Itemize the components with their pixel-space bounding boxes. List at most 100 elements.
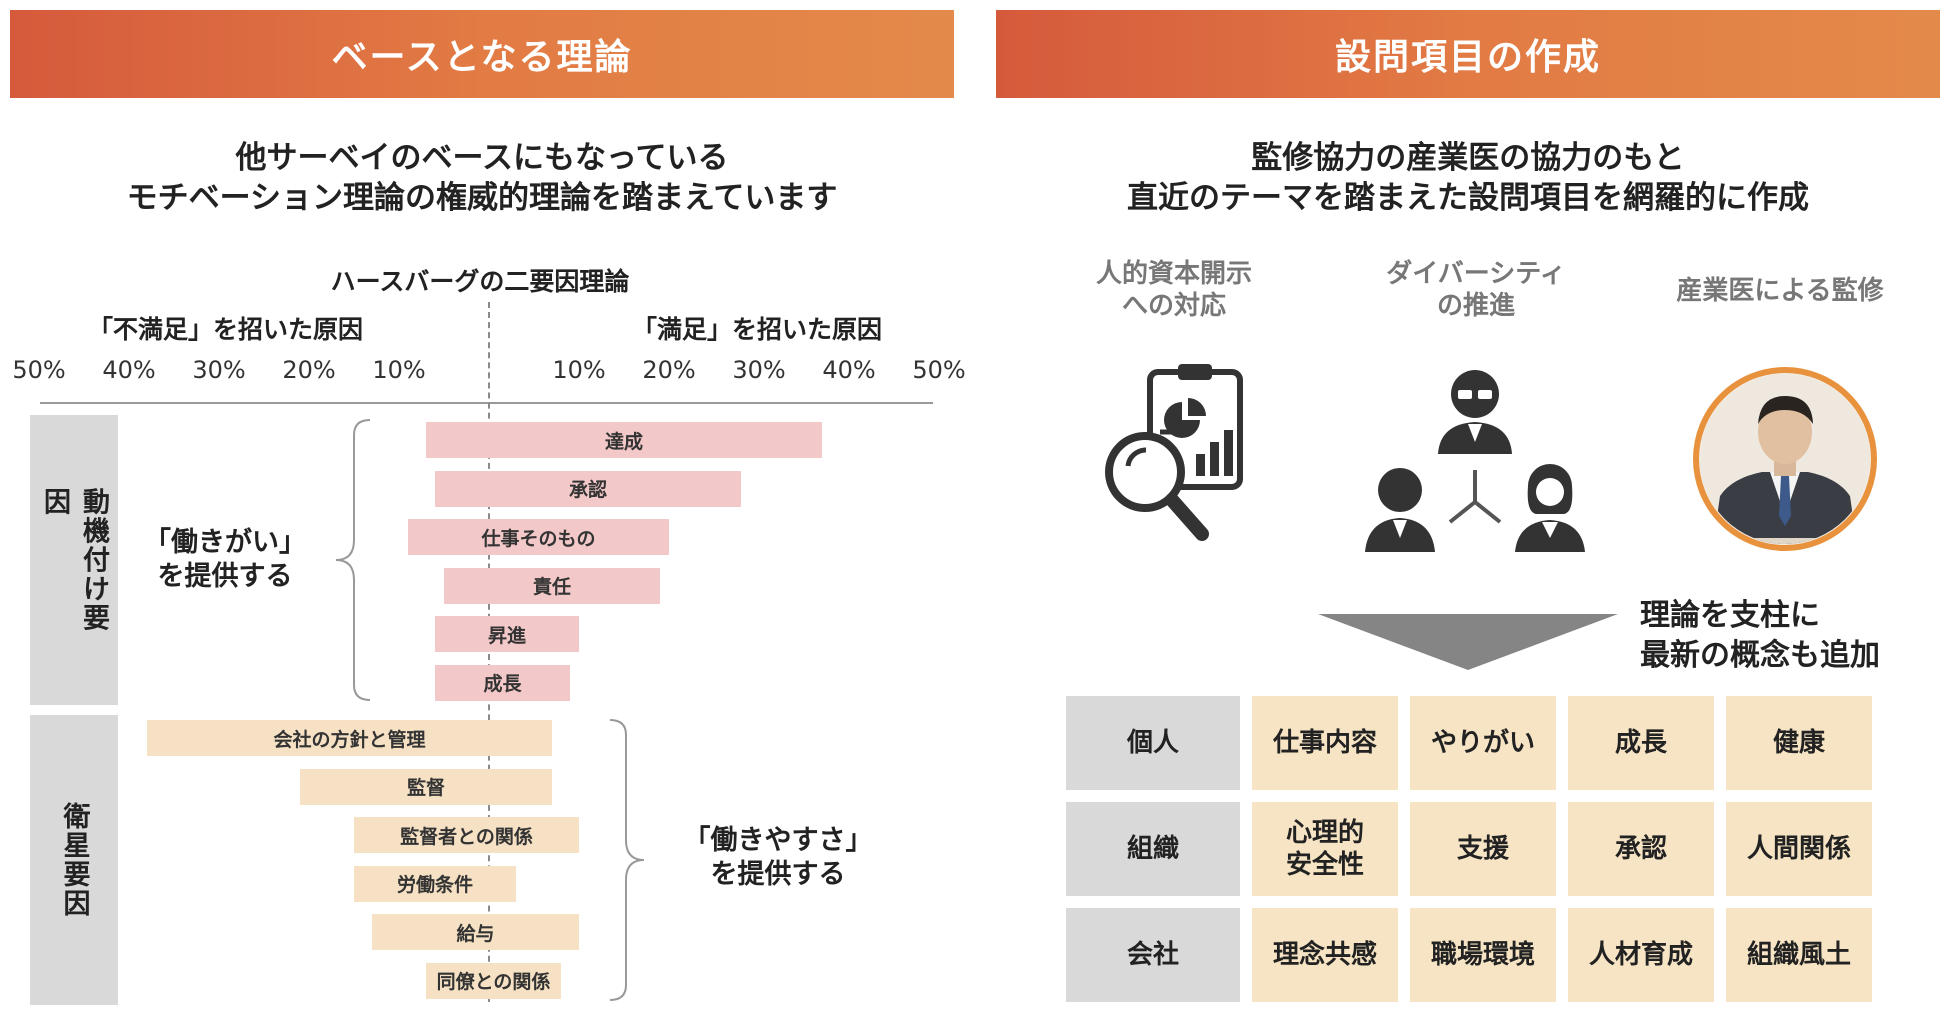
grid-cell-label: 人材育成 (1588, 940, 1693, 970)
chart-bar: 労働条件 (354, 865, 516, 902)
motivators-caption: 「働きがい」 を提供する (130, 526, 320, 594)
grid-cell-label: 個人 (1126, 728, 1179, 758)
grid-cell-label: 組織 (1126, 834, 1179, 864)
hygiene-block: 衛星要因 (30, 715, 118, 1005)
chart-bar: 仕事そのもの (408, 519, 669, 555)
grid-row-header: 会社 (1066, 908, 1240, 1002)
right-axis-title: 「満足」を招いた原因 (632, 315, 883, 344)
chart-bar: 同僚との関係 (426, 962, 561, 999)
grid-item: 人間関係 (1726, 802, 1872, 896)
x-tick-label: 10% (372, 356, 426, 384)
x-tick-label: 50% (12, 356, 66, 384)
theory-note-line1: 理論を支柱に (1640, 598, 1820, 633)
motivators-brace (335, 419, 371, 701)
grid-item: 支援 (1410, 802, 1556, 896)
chart-bar: 監督者との関係 (354, 817, 579, 853)
hygiene-brace (609, 719, 645, 1001)
bar-label: 労働条件 (396, 874, 473, 896)
grid-item: 人材育成 (1568, 908, 1714, 1002)
chart-bar: 成長 (435, 664, 570, 701)
left-banner-title: ベースとなる理論 (331, 37, 633, 78)
left-axis-title: 「不満足」を招いた原因 (88, 315, 364, 344)
grid-item: 組織風土 (1726, 908, 1872, 1002)
bar-label: 仕事そのもの (481, 527, 596, 550)
bar-label: 給与 (456, 922, 495, 945)
chart-title: ハースバーグの二要因理論 (330, 267, 630, 296)
bar-label: 昇進 (487, 624, 526, 647)
grid-item: やりがい (1410, 696, 1556, 790)
grid-item: 成長 (1568, 696, 1714, 790)
grid-item: 心理的 安全性 (1252, 802, 1398, 896)
grid-row-header: 個人 (1066, 696, 1240, 790)
bar-label: 達成 (604, 430, 643, 453)
bar-label: 監督 (406, 777, 445, 799)
theory-note: 理論を支柱に 最新の概念も追加 (1640, 596, 1880, 676)
grid-cell-label: 職場環境 (1430, 940, 1535, 970)
right-subtitle-line2: 直近のテーマを踏まえた設問項目を網羅的に作成 (1127, 180, 1809, 216)
chart-bar: 承認 (435, 470, 741, 507)
grid-cell-label: 心理的 安全性 (1285, 818, 1364, 880)
motivators-label: 動機付け要因 (39, 487, 109, 633)
motivators-caption-line2: を提供する (157, 561, 293, 592)
left-subtitle-line2: モチベーション理論の権威的理論を踏まえています (126, 180, 838, 216)
left-subtitle-line1: 他サーベイのベースにもなっている (235, 140, 729, 176)
right-subtitle: 監修協力の産業医の協力のもと 直近のテーマを踏まえた設問項目を網羅的に作成 (996, 138, 1940, 218)
motivators-block: 動機付け要因 (30, 415, 118, 705)
funnel-arrow-icon (1318, 614, 1618, 670)
grid-item: 職場環境 (1410, 908, 1556, 1002)
grid-cell-label: 健康 (1772, 728, 1825, 758)
grid-cell-label: 人間関係 (1746, 834, 1851, 864)
grid-item: 健康 (1726, 696, 1872, 790)
chart-bar: 責任 (444, 567, 660, 604)
grid-cell-label: 仕事内容 (1272, 728, 1377, 758)
icon2-title-line2: の推進 (1436, 291, 1515, 321)
doctor-portrait-icon (1693, 367, 1877, 551)
clipboard-magnifier-icon (1105, 364, 1243, 541)
chart-bar: 監督 (300, 768, 552, 805)
people-network-icon (1365, 370, 1585, 552)
x-tick-label: 40% (822, 356, 876, 384)
x-tick-label: 30% (732, 356, 786, 384)
center-dashed-line (488, 302, 490, 1002)
bar-label: 会社の方針と管理 (273, 728, 426, 751)
grid-cell-label: 会社 (1126, 940, 1179, 970)
hygiene-caption-line1: 「働きやすさ」 (683, 825, 873, 856)
icon2-title-line1: ダイバーシティ (1386, 259, 1566, 289)
x-tick-label: 20% (642, 356, 696, 384)
grid-cell-label: 組織風土 (1746, 940, 1851, 970)
grid-cell-label: 理念共感 (1272, 940, 1377, 970)
hygiene-label: 衛星要因 (58, 802, 90, 918)
bar-label: 同僚との関係 (436, 971, 551, 993)
left-banner: ベースとなる理論 (10, 10, 954, 98)
grid-item: 仕事内容 (1252, 696, 1398, 790)
axis-baseline (40, 402, 933, 404)
theory-note-line2: 最新の概念も追加 (1640, 638, 1880, 673)
x-tick-label: 50% (912, 356, 966, 384)
grid-row-header: 組織 (1066, 802, 1240, 896)
x-tick-label: 20% (282, 356, 336, 384)
x-tick-label: 40% (102, 356, 156, 384)
right-banner: 設問項目の作成 (996, 10, 1940, 98)
chart-bar: 達成 (426, 422, 822, 458)
bar-label: 成長 (483, 673, 522, 695)
grid-cell-label: 承認 (1614, 834, 1667, 864)
right-subtitle-line1: 監修協力の産業医の協力のもと (1251, 140, 1685, 176)
bar-label: 責任 (532, 576, 571, 598)
grid-cell-label: 成長 (1614, 728, 1667, 758)
x-tick-label: 10% (552, 356, 606, 384)
chart-bar: 給与 (372, 914, 579, 950)
left-subtitle: 他サーベイのベースにもなっている モチベーション理論の権威的理論を踏まえています (10, 138, 954, 218)
chart-bar: 会社の方針と管理 (147, 720, 552, 756)
grid-item: 承認 (1568, 802, 1714, 896)
bar-label: 監督者との関係 (400, 825, 533, 848)
icon1-title-line2: への対応 (1121, 291, 1226, 321)
right-banner-title: 設問項目の作成 (1334, 37, 1601, 78)
icon2-title: ダイバーシティ の推進 (1366, 258, 1586, 322)
hygiene-caption-line2: を提供する (710, 859, 846, 890)
grid-cell-label: やりがい (1430, 728, 1535, 758)
bar-label: 承認 (568, 479, 607, 501)
icon1-title: 人的資本開示 への対応 (1074, 258, 1274, 322)
chart-bar: 昇進 (435, 616, 579, 652)
hygiene-caption: 「働きやすさ」 を提供する (668, 824, 888, 892)
x-tick-label: 30% (192, 356, 246, 384)
